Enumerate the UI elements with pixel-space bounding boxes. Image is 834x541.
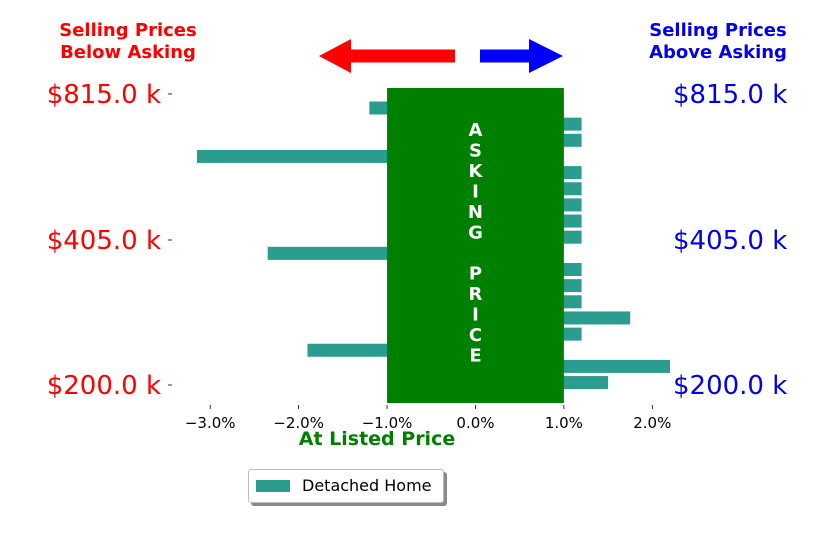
below-asking-header-line1: Selling Prices	[59, 20, 197, 41]
asking-price-letter: K	[468, 161, 483, 182]
asking-price-letter: N	[468, 202, 483, 223]
asking-price-letter: A	[469, 120, 483, 141]
above-asking-header-line1: Selling Prices	[649, 20, 787, 41]
y-tick-label-right: $200.0 k	[673, 371, 787, 401]
y-tick-label-right: $815.0 k	[673, 80, 787, 110]
y-tick-label-left: $405.0 k	[47, 226, 161, 256]
x-tick-label: −3.0%	[185, 414, 236, 432]
x-tick-label: 2.0%	[633, 414, 671, 432]
asking-price-letter: P	[469, 264, 482, 285]
below-asking-header-line2: Below Asking	[60, 42, 196, 63]
asking-price-letter: G	[468, 223, 483, 244]
x-tick-label: 0.0%	[456, 414, 494, 432]
legend: Detached Home	[248, 469, 444, 503]
legend-label: Detached Home	[302, 476, 432, 495]
at-listed-price-label: At Listed Price	[299, 428, 455, 450]
above-asking-header: Selling Prices Above Asking	[618, 20, 818, 64]
y-tick-label-right: $405.0 k	[673, 226, 787, 256]
right-arrow-icon	[480, 39, 563, 73]
asking-price-letter: S	[469, 141, 482, 162]
asking-price-band	[387, 88, 564, 403]
x-tick-label: 1.0%	[545, 414, 583, 432]
asking-price-letter: E	[469, 346, 481, 367]
asking-price-letter: C	[469, 325, 482, 346]
asking-price-letter: I	[472, 305, 479, 326]
x-tick-label: −2.0%	[273, 414, 324, 432]
y-tick-label-left: $815.0 k	[47, 80, 161, 110]
legend-swatch	[256, 480, 290, 492]
asking-price-letter: R	[469, 284, 483, 305]
above-asking-header-line2: Above Asking	[649, 42, 787, 63]
x-tick-label: −1.0%	[362, 414, 413, 432]
y-tick-label-left: $200.0 k	[47, 371, 161, 401]
below-asking-header: Selling Prices Below Asking	[28, 20, 228, 64]
asking-price-letter: I	[472, 182, 479, 203]
left-arrow-icon	[319, 39, 455, 73]
